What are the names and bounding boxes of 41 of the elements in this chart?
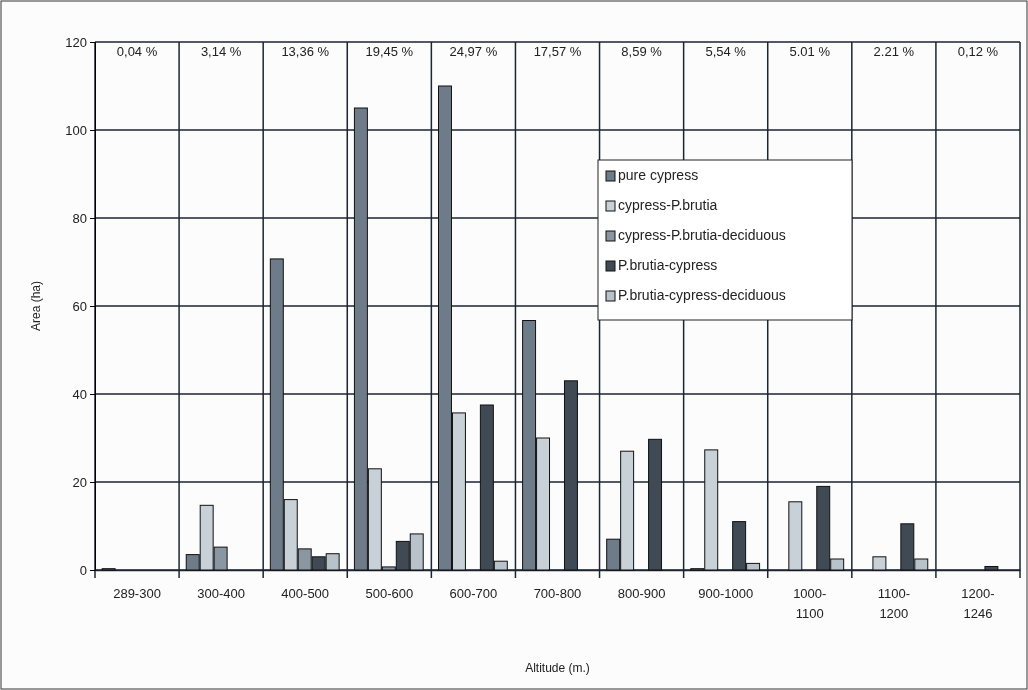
annotation: 24,97 % <box>449 44 498 59</box>
y-tick-label: 100 <box>65 122 87 138</box>
bar <box>563 380 578 571</box>
annotation: 2.21 % <box>873 44 915 59</box>
x-tick-label: 400-500 <box>281 586 330 601</box>
annotation: 8,59 % <box>621 44 663 59</box>
y-tick-label: 40 <box>72 386 87 402</box>
annotation: 19,45 % <box>365 44 414 59</box>
legend-label: cypress-P.brutia <box>618 197 718 213</box>
legend-label: pure cypress <box>618 167 699 183</box>
annotation: 3,14 % <box>200 44 242 59</box>
annotation: 17,57 % <box>533 44 582 59</box>
y-tick-label: 80 <box>72 210 87 226</box>
x-tick-label: 1100-1200 <box>877 586 911 621</box>
annotation: 0,12 % <box>957 44 999 59</box>
x-tick-label: 289-300 <box>113 586 161 601</box>
y-tick-label: 120 <box>65 34 87 50</box>
x-tick-label: 900-1000 <box>698 586 754 601</box>
annotation: 0,04 % <box>116 44 158 59</box>
y-axis-title: Area (ha) <box>29 280 43 332</box>
bar <box>788 501 803 571</box>
bar <box>872 556 887 571</box>
y-tick-label: 0 <box>79 562 87 578</box>
legend-label: cypress-P.brutia-deciduous <box>618 227 786 243</box>
x-tick-label: 800-900 <box>617 586 666 601</box>
x-tick-label: 1200-1246 <box>961 586 995 621</box>
x-tick-label: 300-400 <box>197 586 245 601</box>
bar <box>648 438 663 571</box>
x-axis-title: Altitude (m.) <box>525 661 590 675</box>
x-tick-label: 700-800 <box>533 586 582 601</box>
x-tick-label: 1000-1100 <box>793 586 827 621</box>
x-tick-label: 500-600 <box>365 586 414 601</box>
y-tick-label: 60 <box>72 298 87 314</box>
annotation: 5,54 % <box>705 44 747 59</box>
x-tick-label: 600-700 <box>449 586 498 601</box>
legend-label: P.brutia-cypress <box>618 257 718 273</box>
y-tick-label: 20 <box>72 474 87 490</box>
annotation: 13,36 % <box>281 44 330 59</box>
legend-label: P.brutia-cypress-deciduous <box>618 287 786 303</box>
annotation: 5.01 % <box>789 44 831 59</box>
bar <box>984 565 999 571</box>
